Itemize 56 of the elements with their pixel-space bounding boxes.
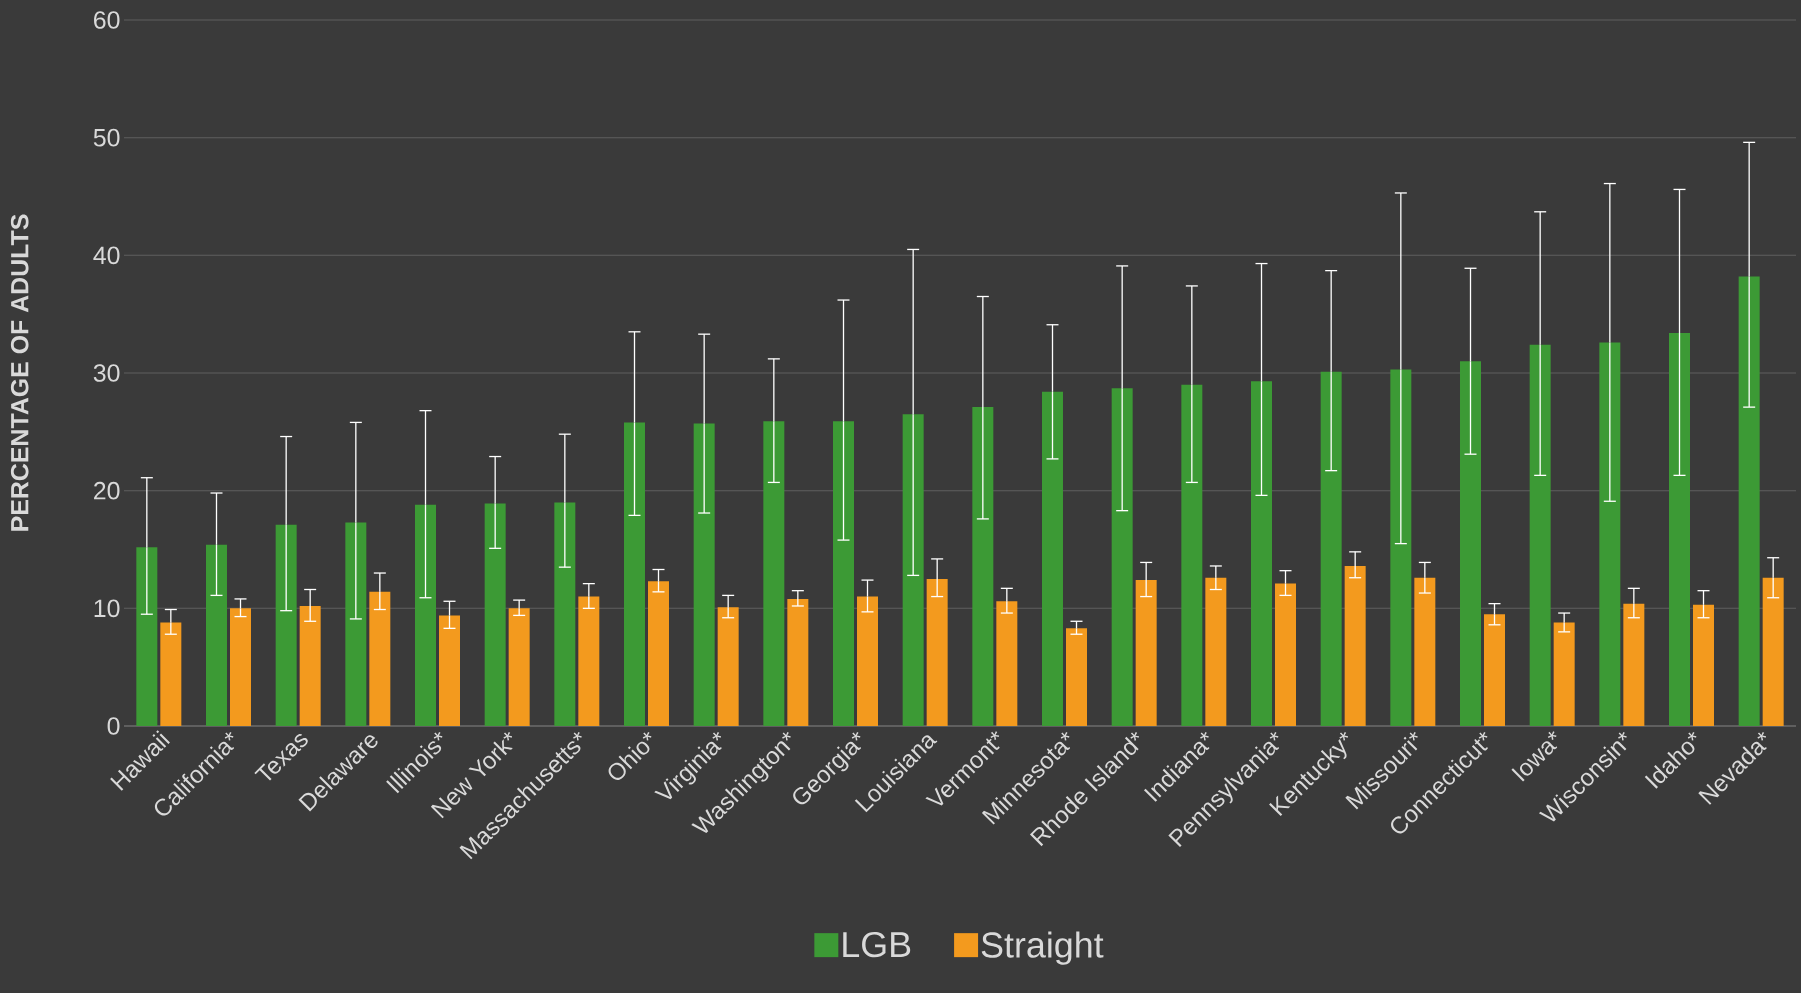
bar bbox=[554, 502, 576, 726]
bar bbox=[1251, 381, 1272, 726]
bar bbox=[484, 503, 506, 726]
bar bbox=[1414, 577, 1436, 726]
bar bbox=[415, 504, 436, 726]
bar bbox=[275, 524, 297, 726]
bar bbox=[345, 522, 367, 726]
bar bbox=[1484, 614, 1505, 726]
bar bbox=[996, 601, 1018, 726]
bar bbox=[1623, 603, 1645, 726]
bar bbox=[1066, 628, 1087, 726]
bar bbox=[1390, 369, 1412, 726]
bar bbox=[1135, 580, 1157, 726]
bar bbox=[439, 615, 460, 726]
legend-label: LGB bbox=[843, 931, 911, 958]
bar bbox=[763, 421, 785, 726]
bar bbox=[1693, 604, 1714, 726]
bar bbox=[648, 581, 669, 726]
y-tick-label: 30 bbox=[93, 364, 120, 382]
bar bbox=[1599, 342, 1621, 726]
bar bbox=[1529, 344, 1551, 726]
bar bbox=[1460, 361, 1481, 726]
bar bbox=[1320, 371, 1342, 726]
bar bbox=[1111, 388, 1133, 726]
bar bbox=[136, 547, 158, 726]
bar bbox=[1553, 622, 1575, 726]
y-tick-label: 10 bbox=[94, 599, 120, 618]
bar bbox=[787, 598, 809, 726]
bar bbox=[230, 608, 251, 726]
bar bbox=[206, 544, 227, 726]
y-tick-label: 60 bbox=[94, 11, 120, 29]
bar bbox=[972, 407, 994, 726]
bar bbox=[578, 596, 600, 726]
bar bbox=[1344, 565, 1366, 726]
bar bbox=[926, 578, 948, 726]
bar bbox=[624, 422, 645, 726]
bar bbox=[299, 605, 321, 726]
bar bbox=[1738, 276, 1760, 726]
bar bbox=[717, 607, 739, 726]
bar bbox=[160, 622, 182, 726]
bar bbox=[1181, 384, 1203, 726]
y-axis-title: PERCENTAGE OF ADULTS bbox=[10, 214, 29, 531]
y-tick-label: 40 bbox=[93, 246, 120, 265]
y-tick-label: 20 bbox=[94, 481, 120, 500]
legend-label: Straight bbox=[981, 931, 1104, 965]
bar bbox=[857, 596, 878, 726]
bar bbox=[1275, 583, 1296, 726]
bar bbox=[1762, 577, 1784, 726]
bar bbox=[1669, 332, 1690, 726]
y-tick-label: 50 bbox=[93, 128, 120, 147]
bar bbox=[1042, 391, 1063, 726]
bar bbox=[833, 421, 854, 726]
bar bbox=[1205, 577, 1227, 726]
bar bbox=[693, 423, 715, 726]
bar bbox=[508, 608, 530, 726]
bar bbox=[369, 591, 391, 726]
